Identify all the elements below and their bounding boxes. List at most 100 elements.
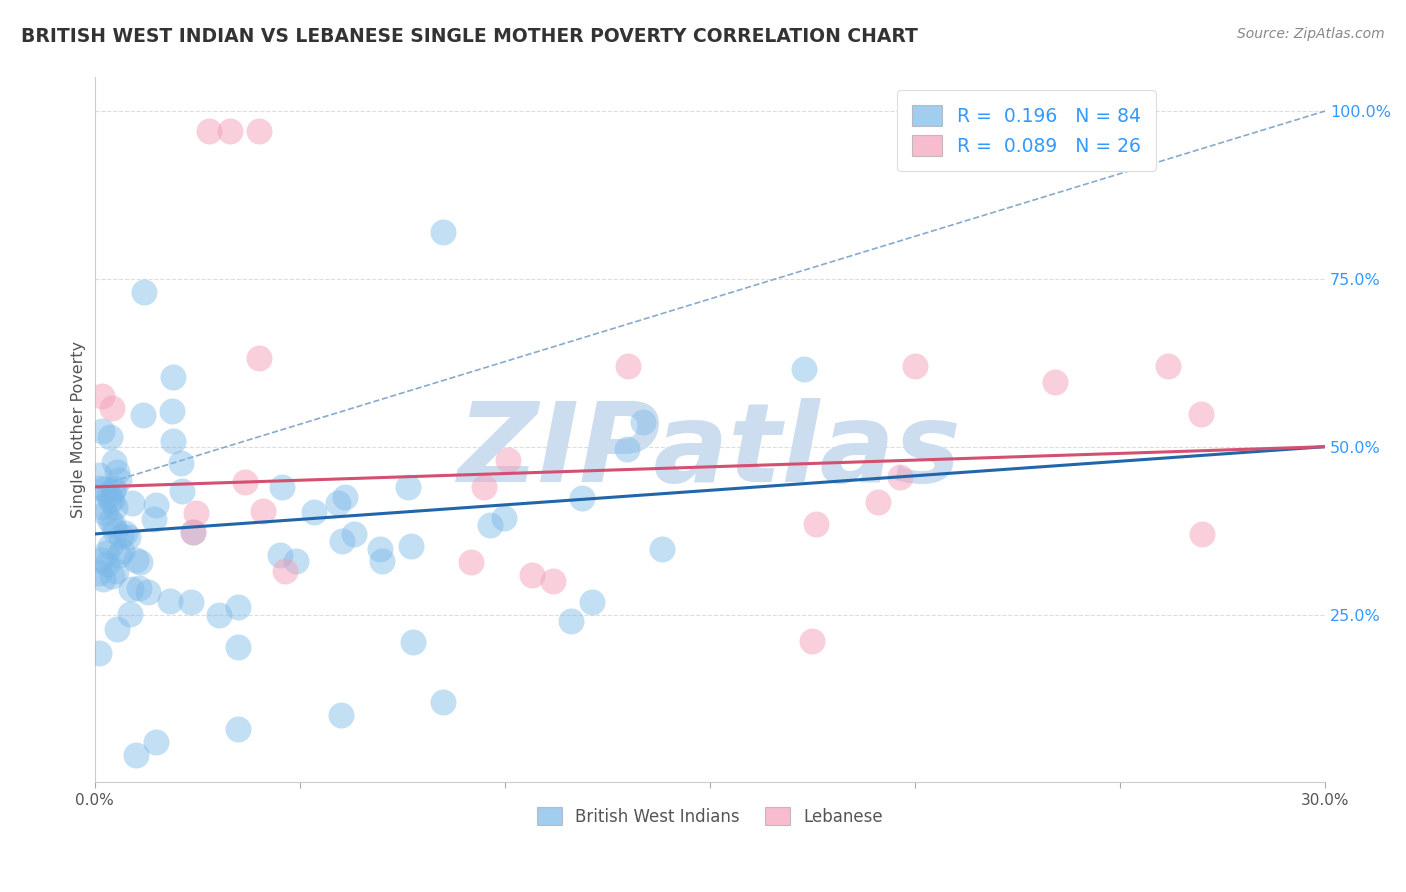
- Point: [94, 483, 117, 497]
- Point: [98, 430, 121, 444]
- Point: [269, 549, 291, 563]
- Point: [208, 607, 231, 622]
- Point: [233, 475, 256, 489]
- Point: [793, 361, 815, 376]
- Point: [432, 225, 454, 239]
- Point: [96, 557, 118, 571]
- Point: [101, 569, 124, 583]
- Point: [105, 465, 128, 479]
- Point: [496, 452, 519, 467]
- Point: [104, 524, 127, 538]
- Point: [111, 544, 134, 558]
- Point: [801, 634, 824, 648]
- Point: [121, 496, 143, 510]
- Point: [87, 566, 110, 581]
- Point: [219, 124, 242, 138]
- Point: [371, 554, 394, 568]
- Text: ZIPatlas: ZIPatlas: [458, 398, 962, 505]
- Point: [136, 585, 159, 599]
- Point: [108, 473, 131, 487]
- Point: [172, 483, 194, 498]
- Point: [101, 492, 124, 507]
- Point: [129, 556, 152, 570]
- Point: [571, 491, 593, 506]
- Point: [89, 468, 111, 483]
- Point: [125, 553, 148, 567]
- Point: [616, 442, 638, 457]
- Point: [472, 480, 495, 494]
- Text: BRITISH WEST INDIAN VS LEBANESE SINGLE MOTHER POVERTY CORRELATION CHART: BRITISH WEST INDIAN VS LEBANESE SINGLE M…: [21, 27, 918, 45]
- Point: [541, 574, 564, 589]
- Point: [228, 640, 250, 654]
- Point: [228, 600, 250, 615]
- Point: [145, 735, 167, 749]
- Point: [159, 594, 181, 608]
- Point: [98, 539, 121, 553]
- Point: [145, 498, 167, 512]
- Point: [328, 495, 350, 509]
- Point: [87, 481, 110, 495]
- Point: [90, 389, 112, 403]
- Point: [370, 542, 392, 557]
- Point: [162, 434, 184, 449]
- Point: [329, 708, 352, 723]
- Point: [143, 512, 166, 526]
- Point: [479, 517, 502, 532]
- Point: [399, 540, 422, 554]
- Point: [520, 568, 543, 582]
- Point: [247, 351, 270, 365]
- Point: [184, 506, 207, 520]
- Point: [162, 369, 184, 384]
- Point: [180, 595, 202, 609]
- Point: [91, 572, 114, 586]
- Point: [274, 564, 297, 578]
- Point: [284, 554, 307, 568]
- Point: [804, 516, 827, 531]
- Point: [1191, 527, 1213, 541]
- Point: [91, 500, 114, 515]
- Point: [1157, 359, 1180, 374]
- Point: [98, 493, 121, 508]
- Point: [104, 500, 127, 515]
- Point: [494, 511, 516, 525]
- Point: [162, 404, 184, 418]
- Point: [617, 359, 640, 373]
- Point: [103, 481, 125, 495]
- Point: [101, 483, 124, 497]
- Point: [651, 541, 673, 556]
- Point: [460, 555, 482, 569]
- Point: [104, 564, 127, 578]
- Point: [110, 529, 132, 543]
- Point: [1189, 407, 1212, 421]
- Point: [128, 581, 150, 595]
- Point: [302, 506, 325, 520]
- Point: [226, 722, 249, 736]
- Point: [117, 530, 139, 544]
- Point: [252, 504, 274, 518]
- Point: [87, 646, 110, 660]
- Point: [98, 514, 121, 528]
- Point: [101, 516, 124, 531]
- Point: [90, 552, 112, 566]
- Point: [97, 488, 120, 502]
- Point: [103, 455, 125, 469]
- Point: [396, 480, 419, 494]
- Point: [198, 124, 221, 138]
- Y-axis label: Single Mother Poverty: Single Mother Poverty: [72, 342, 86, 518]
- Point: [181, 524, 204, 539]
- Point: [91, 424, 114, 438]
- Legend: British West Indians, Lebanese: British West Indians, Lebanese: [529, 799, 891, 834]
- Point: [271, 480, 294, 494]
- Point: [120, 582, 142, 597]
- Point: [181, 524, 204, 539]
- Point: [343, 527, 366, 541]
- Point: [94, 546, 117, 560]
- Point: [131, 409, 153, 423]
- Point: [904, 359, 927, 373]
- Point: [1043, 375, 1066, 389]
- Point: [432, 695, 454, 709]
- Point: [581, 595, 603, 609]
- Point: [402, 635, 425, 649]
- Point: [118, 607, 141, 622]
- Text: Source: ZipAtlas.com: Source: ZipAtlas.com: [1237, 27, 1385, 41]
